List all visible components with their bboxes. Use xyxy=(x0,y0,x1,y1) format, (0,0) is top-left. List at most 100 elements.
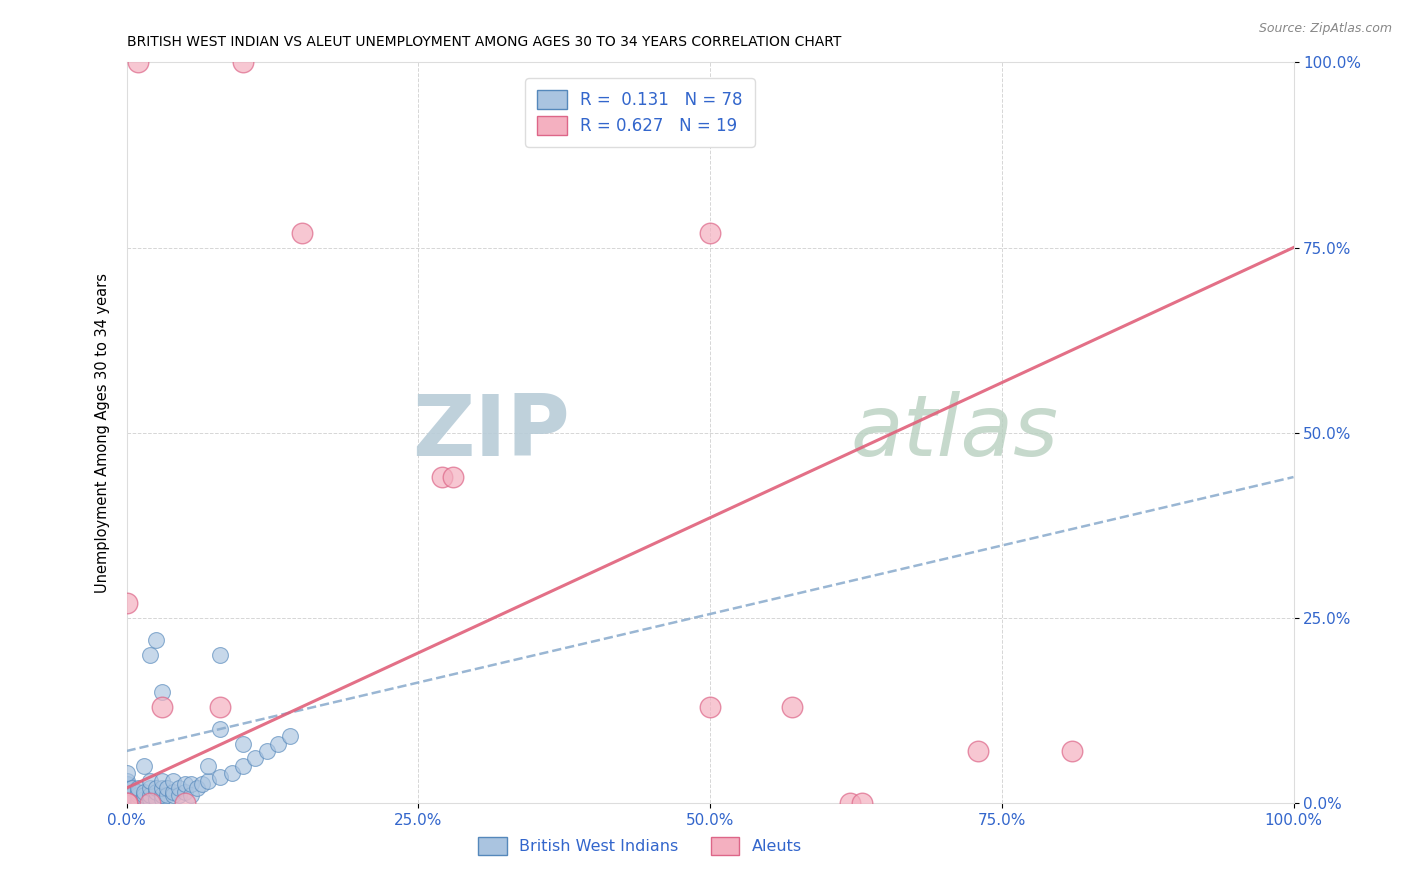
Point xyxy=(132,789,155,803)
Point xyxy=(256,744,278,758)
Text: Source: ZipAtlas.com: Source: ZipAtlas.com xyxy=(1258,22,1392,36)
Point xyxy=(115,792,138,806)
Point xyxy=(180,789,202,803)
Point xyxy=(197,758,219,772)
Point xyxy=(115,796,138,810)
Point xyxy=(208,722,231,736)
Point xyxy=(115,792,138,806)
Point xyxy=(145,632,167,647)
Point xyxy=(1060,744,1083,758)
Point xyxy=(115,766,138,780)
Point xyxy=(127,796,149,810)
Point xyxy=(197,773,219,788)
Point xyxy=(162,785,184,799)
Point xyxy=(115,796,138,810)
Point xyxy=(145,785,167,799)
Point xyxy=(221,766,243,780)
Point xyxy=(162,773,184,788)
Point xyxy=(167,780,190,795)
Point xyxy=(208,770,231,784)
Point xyxy=(121,789,143,803)
Point xyxy=(839,796,862,810)
Legend: British West Indians, Aleuts: British West Indians, Aleuts xyxy=(471,830,808,862)
Point xyxy=(174,796,197,810)
Point xyxy=(180,777,202,791)
Point xyxy=(967,744,990,758)
Point xyxy=(232,758,254,772)
Point xyxy=(232,737,254,751)
Point xyxy=(278,729,301,743)
Point xyxy=(145,780,167,795)
Point xyxy=(121,792,143,806)
Text: BRITISH WEST INDIAN VS ALEUT UNEMPLOYMENT AMONG AGES 30 TO 34 YEARS CORRELATION : BRITISH WEST INDIAN VS ALEUT UNEMPLOYMEN… xyxy=(127,35,841,49)
Point xyxy=(115,796,138,810)
Point xyxy=(127,55,149,70)
Point xyxy=(174,777,197,791)
Point xyxy=(139,792,162,806)
Point xyxy=(127,796,149,810)
Point xyxy=(430,470,453,484)
Point xyxy=(115,773,138,788)
Point xyxy=(115,785,138,799)
Point xyxy=(127,789,149,803)
Text: atlas: atlas xyxy=(851,391,1059,475)
Point xyxy=(186,780,208,795)
Point xyxy=(156,789,179,803)
Point xyxy=(156,780,179,795)
Point xyxy=(132,758,155,772)
Point xyxy=(127,785,149,799)
Point xyxy=(115,796,138,810)
Point xyxy=(699,699,721,714)
Point xyxy=(208,648,231,662)
Point xyxy=(174,785,197,799)
Point xyxy=(290,226,312,240)
Text: ZIP: ZIP xyxy=(412,391,569,475)
Point xyxy=(121,796,143,810)
Point xyxy=(150,780,173,795)
Point xyxy=(150,789,173,803)
Point xyxy=(115,780,138,795)
Point xyxy=(115,780,138,795)
Point xyxy=(208,699,231,714)
Point xyxy=(851,796,873,810)
Point xyxy=(115,796,138,810)
Point xyxy=(115,596,138,610)
Point xyxy=(115,785,138,799)
Point xyxy=(167,789,190,803)
Point xyxy=(115,780,138,795)
Point xyxy=(127,780,149,795)
Point xyxy=(115,792,138,806)
Point xyxy=(139,789,162,803)
Point xyxy=(150,699,173,714)
Point xyxy=(115,792,138,806)
Point xyxy=(115,789,138,803)
Point xyxy=(132,792,155,806)
Point xyxy=(162,789,184,803)
Point xyxy=(232,55,254,70)
Point xyxy=(115,796,138,810)
Point xyxy=(127,792,149,806)
Y-axis label: Unemployment Among Ages 30 to 34 years: Unemployment Among Ages 30 to 34 years xyxy=(94,273,110,592)
Point xyxy=(115,796,138,810)
Point xyxy=(115,796,138,810)
Point xyxy=(115,789,138,803)
Point xyxy=(139,796,162,810)
Point xyxy=(139,773,162,788)
Point xyxy=(150,685,173,699)
Point xyxy=(139,648,162,662)
Point xyxy=(115,789,138,803)
Point xyxy=(115,796,138,810)
Point xyxy=(441,470,464,484)
Point xyxy=(145,792,167,806)
Point xyxy=(132,785,155,799)
Point xyxy=(115,777,138,791)
Point xyxy=(780,699,803,714)
Point xyxy=(150,773,173,788)
Point xyxy=(267,737,290,751)
Point xyxy=(150,792,173,806)
Point xyxy=(243,751,266,765)
Point xyxy=(115,796,138,810)
Point xyxy=(191,777,214,791)
Point xyxy=(699,226,721,240)
Point xyxy=(121,780,143,795)
